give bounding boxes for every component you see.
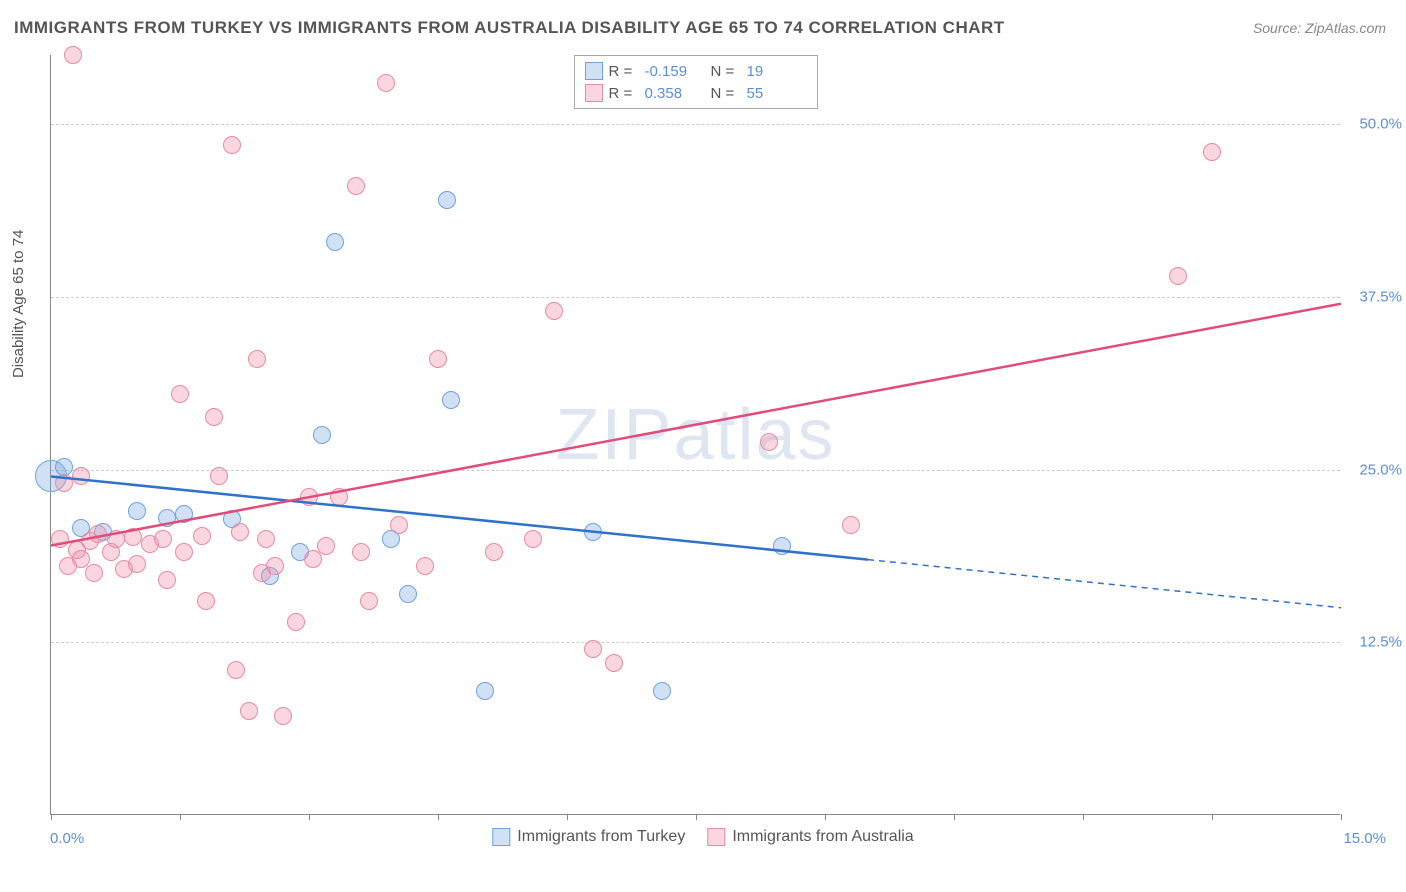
legend-swatch [707,828,725,846]
scatter-point [304,550,322,568]
x-axis-min-label: 0.0% [50,830,84,847]
scatter-point [1169,267,1187,285]
y-tick-label: 25.0% [1347,461,1402,478]
x-tick [696,814,697,820]
scatter-point [1203,143,1221,161]
legend-item: Immigrants from Turkey [492,828,685,846]
scatter-point [760,433,778,451]
x-tick [309,814,310,820]
x-tick [438,814,439,820]
scatter-point [416,557,434,575]
scatter-point [175,543,193,561]
scatter-point [429,350,447,368]
y-tick-label: 37.5% [1347,288,1402,305]
scatter-point [266,557,284,575]
x-tick [180,814,181,820]
gridline [51,124,1340,125]
scatter-point [223,136,241,154]
scatter-point [773,537,791,555]
x-axis-max-label: 15.0% [1343,830,1386,847]
x-tick [1212,814,1213,820]
scatter-point [653,682,671,700]
scatter-point [399,585,417,603]
legend-row: R =0.358N =55 [585,82,807,104]
scatter-point [347,177,365,195]
watermark: ZIPatlas [555,394,835,476]
scatter-point [231,523,249,541]
scatter-point [545,302,563,320]
gridline [51,470,1340,471]
scatter-point [360,592,378,610]
scatter-point [128,502,146,520]
legend-swatch [585,62,603,80]
scatter-point [300,488,318,506]
scatter-point [64,46,82,64]
scatter-point [313,426,331,444]
scatter-point [442,391,460,409]
scatter-point [524,530,542,548]
gridline [51,297,1340,298]
scatter-point [476,682,494,700]
scatter-point [438,191,456,209]
scatter-point [158,509,176,527]
x-tick [825,814,826,820]
scatter-point [377,74,395,92]
y-tick-label: 50.0% [1347,116,1402,133]
scatter-point [158,571,176,589]
correlation-legend: R =-0.159N =19R =0.358N =55 [574,55,818,109]
scatter-point [274,707,292,725]
legend-label: Immigrants from Australia [732,828,913,846]
scatter-point [171,385,189,403]
scatter-point [317,537,335,555]
trend-lines [51,55,1341,815]
x-tick [1341,814,1342,820]
scatter-point [584,640,602,658]
x-tick [567,814,568,820]
y-axis-title: Disability Age 65 to 74 [10,230,27,378]
legend-item: Immigrants from Australia [707,828,913,846]
scatter-point [584,523,602,541]
legend-swatch [492,828,510,846]
scatter-point [175,505,193,523]
scatter-point [154,530,172,548]
scatter-point [85,564,103,582]
scatter-point [107,530,125,548]
scatter-point [55,474,73,492]
scatter-point [248,350,266,368]
scatter-point [326,233,344,251]
scatter-point [842,516,860,534]
scatter-point [352,543,370,561]
scatter-point [605,654,623,672]
scatter-point [227,661,245,679]
scatter-point [128,555,146,573]
scatter-point [89,525,107,543]
scatter-point [72,467,90,485]
chart-plot-area: ZIPatlas R =-0.159N =19R =0.358N =55 12.… [50,55,1340,815]
legend-swatch [585,84,603,102]
legend-label: Immigrants from Turkey [517,828,685,846]
scatter-point [257,530,275,548]
x-tick [1083,814,1084,820]
scatter-point [51,530,69,548]
scatter-point [287,613,305,631]
series-legend: Immigrants from Turkey Immigrants from Au… [492,828,913,846]
x-tick [954,814,955,820]
x-tick [51,814,52,820]
source-attribution: Source: ZipAtlas.com [1253,20,1386,36]
scatter-point [210,467,228,485]
scatter-point [330,488,348,506]
scatter-point [240,702,258,720]
scatter-point [124,528,142,546]
scatter-point [193,527,211,545]
scatter-point [55,458,73,476]
chart-title: IMMIGRANTS FROM TURKEY VS IMMIGRANTS FRO… [14,18,1005,38]
y-tick-label: 12.5% [1347,634,1402,651]
scatter-point [390,516,408,534]
gridline [51,642,1340,643]
legend-row: R =-0.159N =19 [585,60,807,82]
scatter-point [485,543,503,561]
scatter-point [205,408,223,426]
scatter-point [197,592,215,610]
